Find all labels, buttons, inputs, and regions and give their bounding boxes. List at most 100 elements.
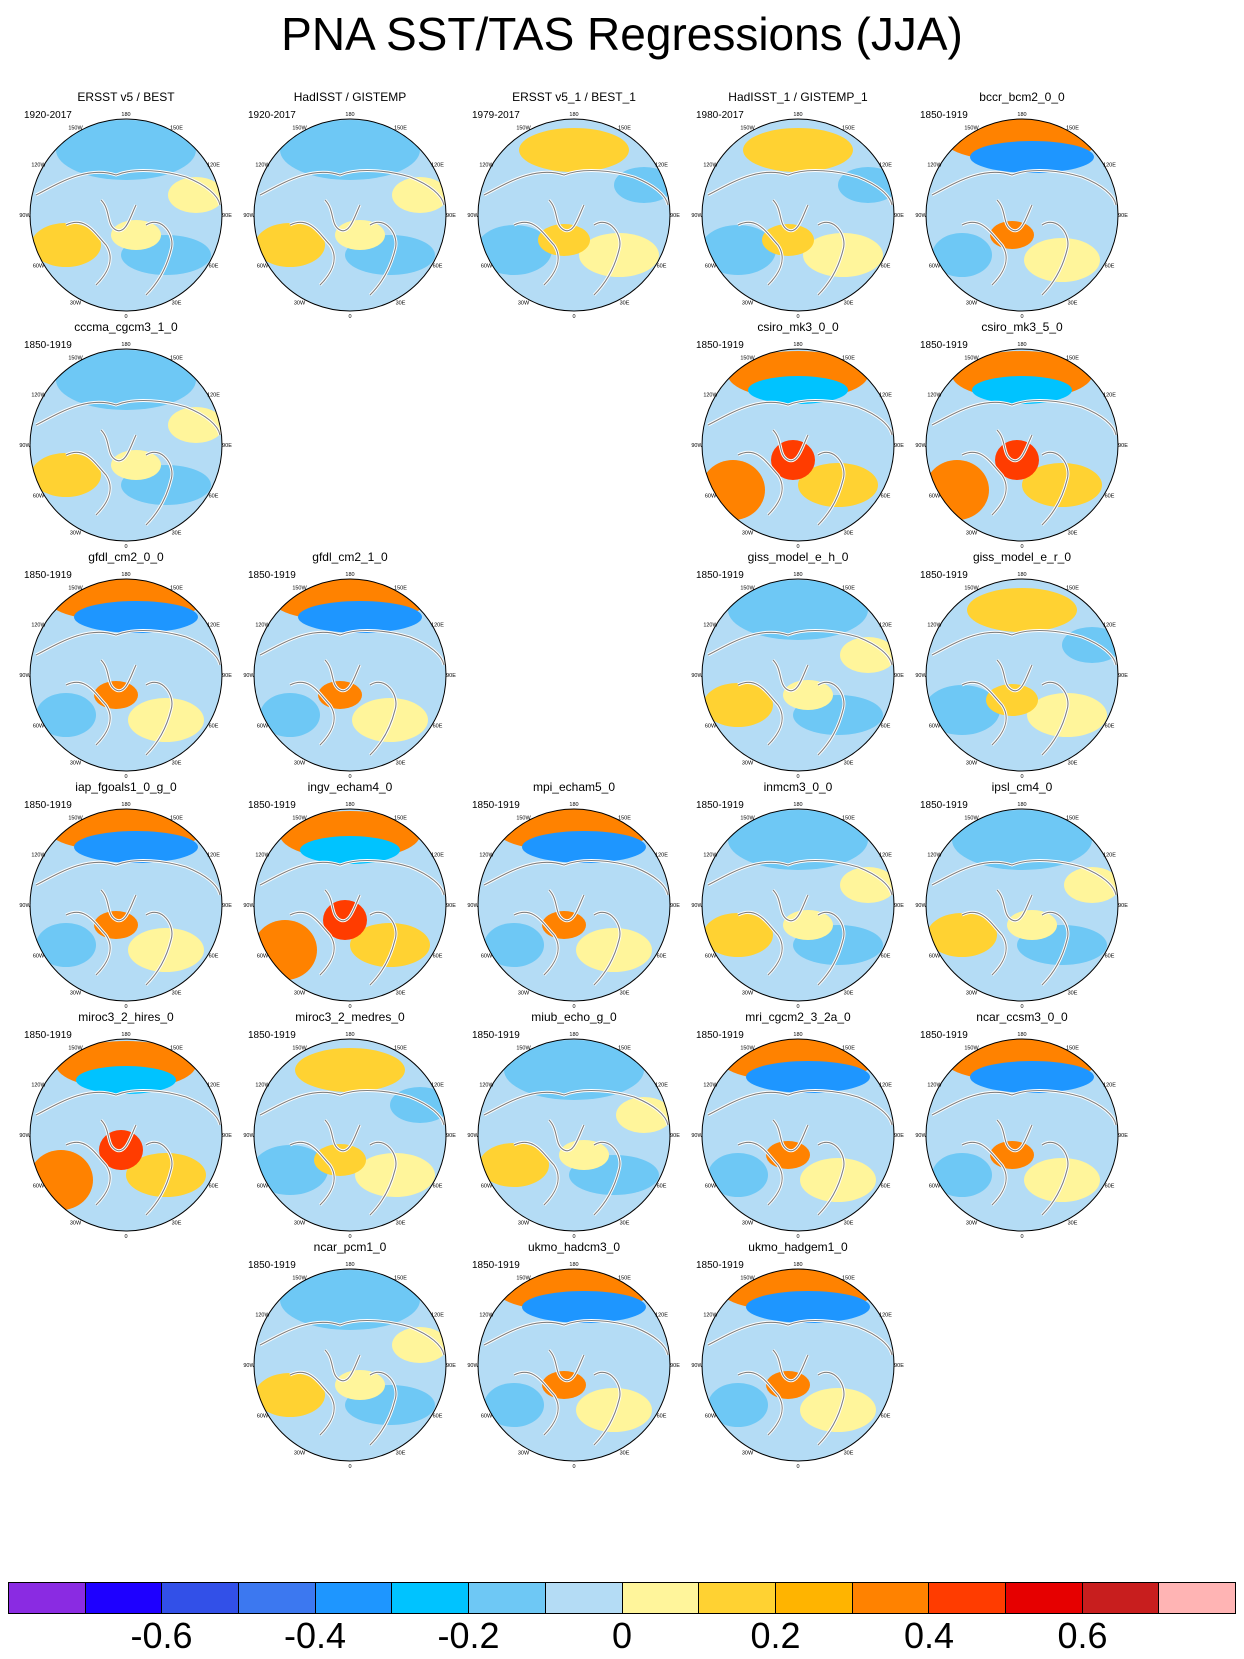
coastline <box>259 170 445 296</box>
longitude-label: 150E <box>170 126 183 132</box>
longitude-label: 150W <box>516 1276 531 1282</box>
longitude-label: 0 <box>796 544 799 550</box>
anomaly-region <box>702 225 776 275</box>
anomaly-region <box>111 220 161 250</box>
colorbar-label: -0.2 <box>437 1615 500 1656</box>
longitude-label: 30W <box>742 301 754 307</box>
panel-title: giss_model_e_h_0 <box>747 550 849 564</box>
longitude-label: 120W <box>31 163 46 169</box>
longitude-label: 120E <box>879 1313 892 1319</box>
longitude-label: 60E <box>433 954 443 960</box>
anomaly-region <box>128 698 204 742</box>
colorbar-label: 0.4 <box>903 1615 955 1656</box>
longitude-label: 90W <box>915 1133 927 1139</box>
polar-map: 180 150E 120E 90E 60E 30E 0 30W 60W 90W 120W 150W <box>691 342 904 550</box>
polar-map: 180 150E 120E 90E 60E 30E 0 30W 60W 90W 120W 150W <box>19 342 232 550</box>
colorbar-swatch <box>9 1583 86 1613</box>
longitude-label: 180 <box>569 112 578 118</box>
map-outline <box>701 1268 895 1462</box>
longitude-label: 30E <box>396 761 406 767</box>
longitude-label: 30E <box>620 1451 630 1457</box>
longitude-label: 150W <box>68 586 83 592</box>
panel-period: 1850-1919 <box>696 340 744 351</box>
panel-title: gfdl_cm2_1_0 <box>312 550 388 564</box>
panel-title: bccr_bcm2_0_0 <box>979 90 1065 104</box>
panel-period: 1850-1919 <box>696 570 744 581</box>
longitude-label: 150E <box>170 816 183 822</box>
polar-map: 180 150E 120E 90E 60E 30E 0 30W 60W 90W 120W 150W <box>467 802 680 1010</box>
anomaly-region <box>295 1048 405 1092</box>
longitude-label: 90W <box>915 903 927 909</box>
anomaly-region <box>708 1383 768 1427</box>
polar-map: 180 150E 120E 90E 60E 30E 0 30W 60W 90W 120W 150W <box>691 572 904 780</box>
anomaly-region <box>1007 910 1057 940</box>
coastline <box>259 630 445 756</box>
map-outline <box>925 1038 1119 1232</box>
map-outline <box>925 578 1119 772</box>
longitude-label: 60E <box>881 1184 891 1190</box>
longitude-label: 30W <box>966 761 978 767</box>
longitude-label: 90E <box>222 903 232 909</box>
colorbar-label: 0.2 <box>750 1615 801 1656</box>
polar-map: 180 150E 120E 90E 60E 30E 0 30W 60W 90W 120W 150W <box>19 112 232 320</box>
anomaly-region <box>1024 238 1100 282</box>
longitude-label: 120E <box>879 1083 892 1089</box>
anomaly-region <box>990 1141 1034 1169</box>
longitude-label: 90E <box>1118 443 1128 449</box>
longitude-label: 30E <box>172 1221 182 1227</box>
coastline <box>931 400 1117 526</box>
longitude-label: 60W <box>929 264 941 270</box>
anomaly-region <box>350 923 430 967</box>
longitude-label: 30E <box>844 761 854 767</box>
longitude-label: 120W <box>255 1313 270 1319</box>
longitude-label: 120W <box>703 853 718 859</box>
longitude-label: 120E <box>1103 393 1116 399</box>
anomaly-region <box>932 1153 992 1197</box>
longitude-label: 60E <box>881 1414 891 1420</box>
longitude-label: 60E <box>657 264 667 270</box>
longitude-label: 60W <box>257 724 269 730</box>
coastline <box>707 170 893 296</box>
polar-map: 180 150E 120E 90E 60E 30E 0 30W 60W 90W 120W 150W <box>691 1262 904 1470</box>
longitude-label: 150E <box>618 1276 631 1282</box>
longitude-label: 120W <box>255 163 270 169</box>
anomaly-region <box>926 685 1000 735</box>
longitude-label: 30W <box>966 301 978 307</box>
panel-period: 1850-1919 <box>472 1030 520 1041</box>
polar-map: 180 150E 120E 90E 60E 30E 0 30W 60W 90W 120W 150W <box>467 112 680 320</box>
longitude-label: 120W <box>703 163 718 169</box>
longitude-label: 0 <box>572 1464 575 1470</box>
anomaly-region <box>94 911 138 939</box>
anomaly-region <box>478 225 552 275</box>
map-outline <box>29 808 223 1002</box>
longitude-label: 60E <box>433 264 443 270</box>
longitude-label: 120W <box>31 623 46 629</box>
longitude-label: 60W <box>705 1184 717 1190</box>
longitude-label: 30W <box>518 301 530 307</box>
longitude-label: 60W <box>929 954 941 960</box>
longitude-label: 150E <box>1066 816 1079 822</box>
longitude-label: 30E <box>844 1451 854 1457</box>
anomaly-region <box>314 1144 366 1176</box>
longitude-label: 90W <box>19 443 31 449</box>
map-outline <box>925 118 1119 312</box>
anomaly-region <box>702 460 765 520</box>
anomaly-region <box>30 1150 93 1210</box>
panel-title: iap_fgoals1_0_g_0 <box>75 780 177 794</box>
longitude-label: 120E <box>207 1083 220 1089</box>
anomaly-region <box>616 1097 670 1133</box>
polar-map: 180 150E 120E 90E 60E 30E 0 30W 60W 90W 120W 150W <box>691 112 904 320</box>
panel-period: 1920-2017 <box>24 110 72 121</box>
anomaly-region <box>56 350 196 410</box>
longitude-label: 150E <box>842 1046 855 1052</box>
longitude-label: 90E <box>894 1363 904 1369</box>
longitude-label: 30E <box>620 1221 630 1227</box>
longitude-label: 150W <box>516 126 531 132</box>
colorbar-swatch <box>929 1583 1006 1613</box>
coastline <box>35 170 221 296</box>
panel-title: gfdl_cm2_0_0 <box>88 550 164 564</box>
colorbar-swatch <box>775 1583 853 1613</box>
longitude-label: 30W <box>70 301 82 307</box>
polar-map: 180 150E 120E 90E 60E 30E 0 30W 60W 90W 120W 150W <box>243 1262 456 1470</box>
colorbar-label: 0 <box>611 1615 633 1656</box>
